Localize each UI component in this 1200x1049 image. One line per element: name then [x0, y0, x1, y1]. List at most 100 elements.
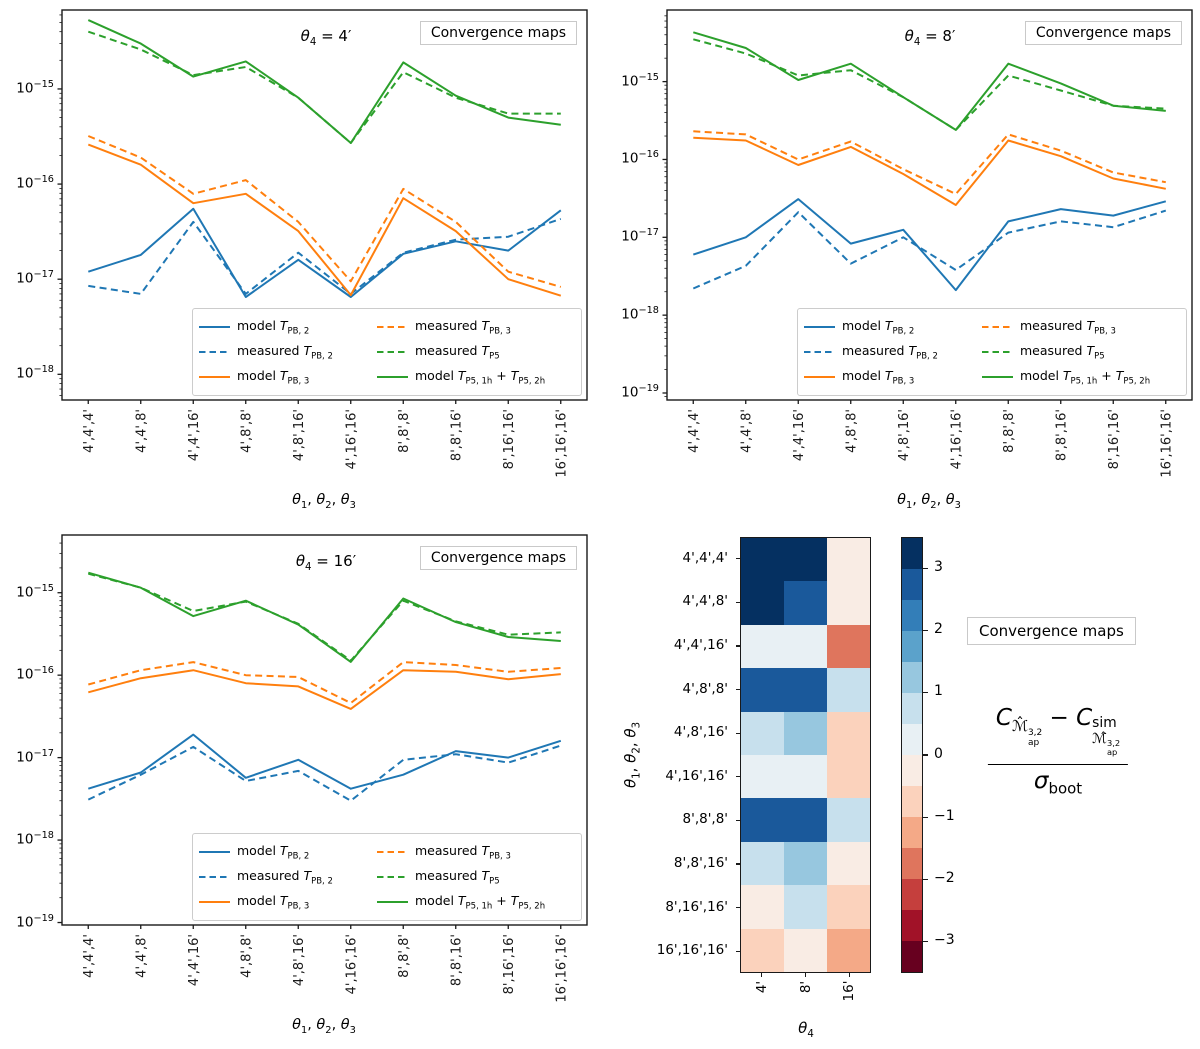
legend-line-sample [377, 376, 408, 379]
y-tick-label: 10−19 [621, 382, 659, 401]
x-tick-label: 8',8',8' [397, 409, 412, 453]
heatmap-col-tick [804, 973, 807, 977]
colorbar-segment [902, 693, 922, 724]
heatmap-cell [827, 928, 870, 973]
series-line-measured-green [87, 30, 561, 144]
heatmap-row-label: 8',8',16' [673, 855, 728, 871]
series-line-model-blue [87, 207, 562, 298]
x-tick-label: 8',8',16' [449, 409, 464, 461]
x-axis-label: θ1, θ2, θ3 [897, 492, 961, 511]
series-line-model-blue [88, 733, 562, 790]
heatmap-cell [741, 928, 784, 973]
heatmap-cell [827, 841, 870, 886]
heatmap-cell [784, 928, 827, 973]
legend-line-sample [199, 875, 230, 879]
legend: model TPB, 2 measured TPB, 3 measured TPB,… [797, 308, 1187, 396]
series-line-measured-blue [87, 744, 562, 802]
legend-line-sample [804, 376, 835, 379]
series-line-measured-blue [88, 217, 562, 295]
colorbar-tick [923, 692, 928, 694]
y-tick-label: 10−16 [621, 149, 659, 167]
y-tick-label: 10−17 [16, 269, 54, 287]
series-line-measured-green [88, 572, 561, 662]
annotation-box: Convergence maps [419, 21, 577, 45]
line-plot-svg: 4',4',4' 4',4',8' 4',4',16' 4',8',8' 4',8',1… [57, 534, 588, 1003]
colorbar-tick [923, 941, 928, 943]
series-line-model-green [693, 31, 1166, 131]
legend-entry: measured TPB, 2 [199, 343, 377, 361]
series-line-measured-orange [87, 135, 562, 288]
x-tick-label: 4',4',16' [187, 409, 202, 461]
annotation-box: Convergence maps [1024, 21, 1182, 45]
colorbar [901, 537, 923, 973]
x-tick-label: 4',4',4' [687, 409, 702, 453]
heatmap-cell [784, 538, 827, 582]
colorbar-segment [902, 941, 922, 972]
heatmap-col-label: 16' [841, 980, 858, 1002]
y-tick-label: 10−18 [16, 364, 54, 382]
heatmap-cell [784, 841, 827, 886]
legend-line-sample [804, 350, 835, 354]
x-tick-label: 4',8',8' [239, 934, 254, 978]
legend-entry: model TP5, 1h + TP5, 2h [982, 368, 1180, 386]
panel-title: θ4 = 8′ [904, 27, 956, 48]
heatmap-cell [741, 668, 784, 712]
heatmap-row-tick [736, 819, 740, 821]
legend: model TPB, 2 measured TPB, 3 measured TPB,… [192, 833, 582, 921]
legend-line-sample [982, 325, 1013, 328]
heatmap-row-label: 4',4',8' [682, 593, 728, 610]
x-tick-label: 4',16',16' [344, 934, 359, 994]
legend-entry: model TPB, 2 [199, 843, 377, 861]
legend-entry-label: model TPB, 3 [237, 892, 310, 912]
series-line-model-orange [87, 143, 562, 297]
legend-line-sample [982, 350, 1013, 354]
heatmap-row [741, 798, 870, 842]
annotation-box: Convergence maps [967, 617, 1136, 645]
heatmap-cell [741, 581, 784, 625]
series-line-model-green [88, 571, 561, 663]
heatmap-cell [784, 755, 827, 799]
heatmap-cell [827, 711, 870, 756]
heatmap-col-label: 4' [753, 981, 770, 994]
heatmap-row [741, 538, 870, 582]
formula-denominator: σboot [1033, 767, 1083, 798]
colorbar-tick-label: −3 [934, 932, 955, 949]
x-tick-label: 8',8',8' [1002, 409, 1017, 453]
colorbar-segment [902, 848, 922, 879]
legend-line-sample [199, 350, 230, 354]
plot-frame [61, 534, 588, 926]
x-tick-label: 8',16',16' [1107, 409, 1122, 469]
heatmap-cell [827, 624, 870, 669]
legend-entry: measured TP5 [982, 342, 1180, 362]
y-tick-label: 10−18 [16, 830, 54, 848]
colorbar-tick-label: 3 [934, 558, 943, 575]
x-tick-label: 4',8',16' [292, 409, 307, 461]
legend-entry: model TPB, 2 [804, 318, 982, 336]
legend-entry-label: measured TP5 [1020, 342, 1105, 362]
legend-line-sample [377, 325, 408, 328]
series-line-model-orange [693, 136, 1166, 206]
line-plot-svg: 4',4',4' 4',4',8' 4',4',16' 4',8',8' 4',8',1… [57, 9, 588, 478]
heatmap-row-tick [736, 689, 740, 691]
heatmap-cell [741, 538, 784, 582]
series-line-measured-blue [692, 209, 1167, 290]
series-line-measured-orange [88, 661, 561, 704]
colorbar-segment [902, 600, 922, 631]
x-tick-label: 4',8',16' [897, 409, 912, 461]
y-tick-label: 10−17 [16, 747, 54, 766]
x-tick-label: 4',4',4' [82, 934, 97, 978]
panel-heatmap: θ1, θ2, θ3 θ4 Convergence maps Cℳ̂ 3,2 ap … [600, 525, 1200, 1049]
legend-entry: measured TP5 [377, 867, 575, 887]
heatmap-row [741, 624, 870, 669]
y-tick-label: 10−18 [621, 305, 659, 323]
x-tick-label: 4',4',4' [82, 409, 97, 453]
series-line-model-orange [88, 669, 561, 710]
legend-entry-label: measured TPB, 3 [415, 842, 511, 862]
legend-entry-label: measured TPB, 2 [237, 867, 333, 887]
heatmap-x-axis-label: θ4 [798, 1019, 814, 1040]
x-axis-label: θ1, θ2, θ3 [292, 1017, 356, 1036]
legend-entry-label: measured TP5 [415, 867, 500, 887]
x-tick-label: 16',16',16' [554, 409, 569, 478]
